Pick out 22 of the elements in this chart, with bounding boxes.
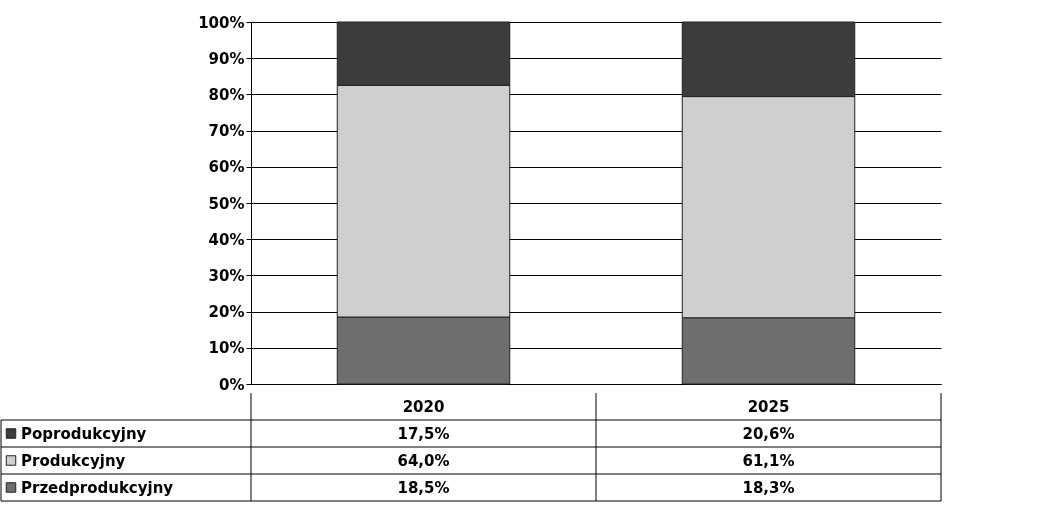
y-tick-label: 90%	[208, 49, 245, 68]
x-tick-label: 2020	[402, 397, 445, 416]
y-tick-label: 70%	[208, 122, 245, 141]
legend-label: Przedprodukcyjny	[21, 478, 174, 497]
legend-label: Poprodukcyjny	[21, 424, 147, 443]
y-tick-label: 50%	[208, 194, 245, 213]
y-tick-label: 100%	[198, 13, 245, 32]
data-label: 17,5%	[397, 424, 450, 443]
y-tick-label: 40%	[208, 230, 245, 249]
data-label: 61,1%	[742, 451, 795, 470]
data-label: 18,3%	[742, 478, 795, 497]
y-tick-label: 30%	[208, 266, 245, 285]
y-tick-label: 60%	[208, 158, 245, 177]
legend-label: Produkcyjny	[21, 451, 126, 470]
y-tick-label: 0%	[219, 375, 245, 394]
y-tick-label: 20%	[208, 303, 245, 322]
data-label: 20,6%	[742, 424, 795, 443]
data-label: 64,0%	[397, 451, 450, 470]
y-tick-label: 10%	[208, 339, 245, 358]
y-tick-label: 80%	[208, 85, 245, 104]
x-tick-label: 2025	[747, 397, 790, 416]
data-label: 18,5%	[397, 478, 450, 497]
